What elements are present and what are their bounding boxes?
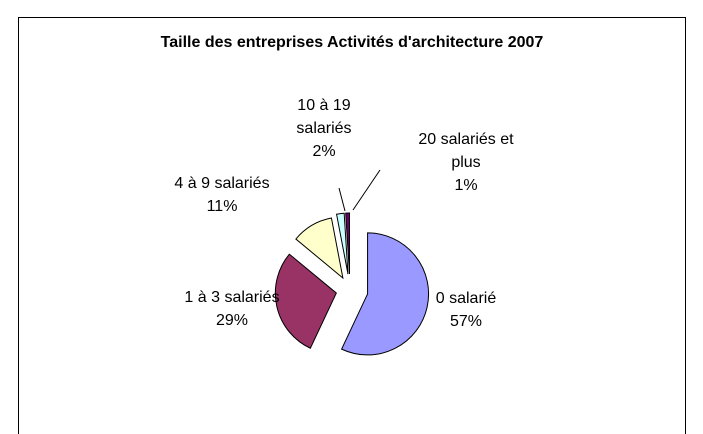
label-percent: 11%	[206, 198, 238, 215]
pie-slice	[274, 253, 337, 349]
chart-title: Taille des entreprises Activités d'archi…	[160, 34, 544, 51]
label-percent: 1%	[454, 177, 478, 194]
data-label: 20 salariés et plus 1%	[411, 128, 521, 197]
label-category: 20 salariés et plus	[418, 131, 514, 171]
pie-slice	[335, 212, 349, 275]
label-percent: 57%	[449, 313, 483, 330]
label-percent: 29%	[215, 312, 249, 329]
pie-slice	[345, 212, 350, 275]
pie-slice	[295, 217, 344, 280]
data-label: 4 à 9 salariés 11%	[157, 172, 287, 218]
label-category: 10 à 19 salariés	[296, 97, 352, 137]
label-percent: 2%	[312, 143, 336, 160]
chart-border	[18, 17, 686, 434]
leader-line	[338, 187, 346, 212]
label-category: 4 à 9 salariés	[174, 175, 270, 192]
data-label: 10 à 19 salariés 2%	[289, 94, 359, 163]
leader-line	[352, 169, 381, 211]
data-label: 0 salarié 57%	[406, 287, 526, 333]
label-category: 1 à 3 salariés	[184, 289, 280, 306]
pie-slice	[340, 232, 430, 356]
data-label: 1 à 3 salariés 29%	[167, 286, 297, 332]
label-category: 0 salarié	[435, 290, 497, 307]
